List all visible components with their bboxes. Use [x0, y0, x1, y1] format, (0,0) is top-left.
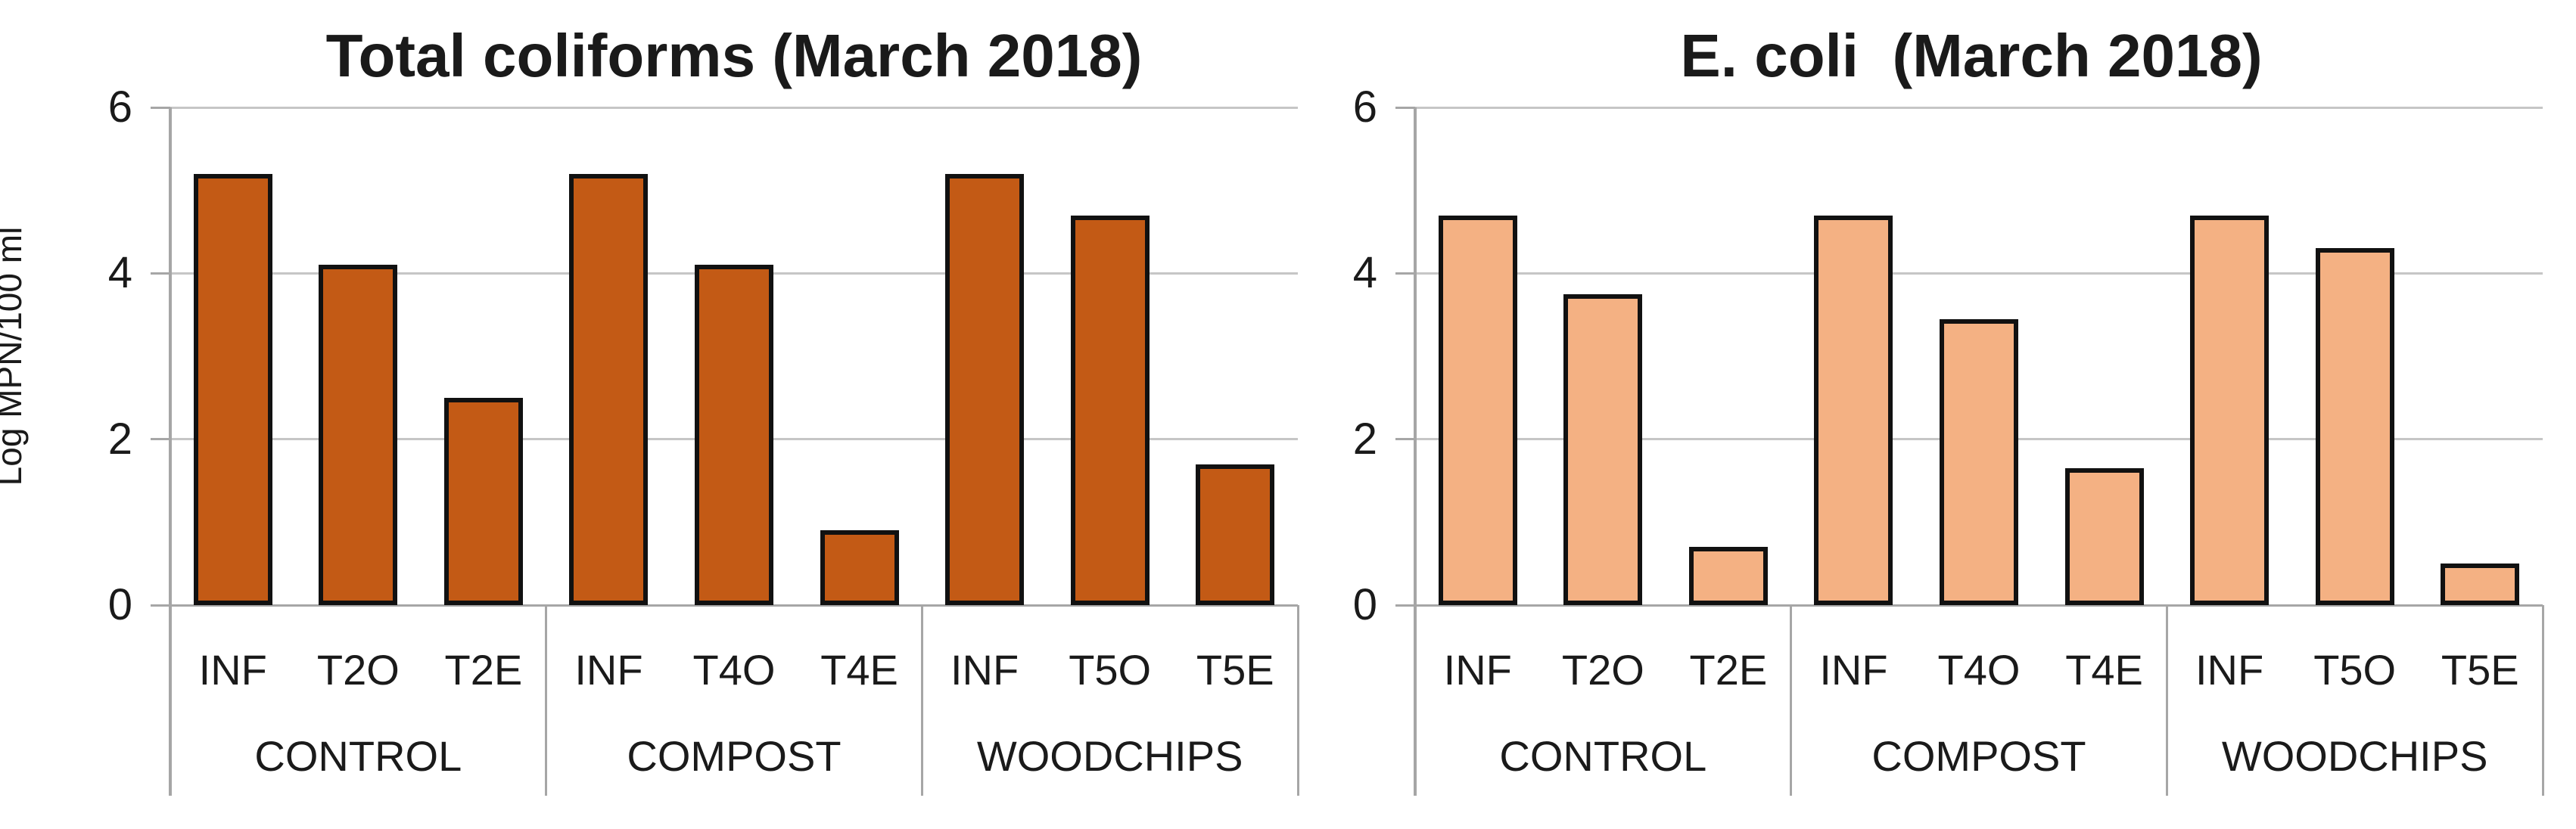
bar-woodchips-t5o	[2315, 248, 2394, 605]
y-tick-6	[151, 106, 170, 109]
category-label-t5e: T5E	[2441, 646, 2519, 694]
bar-woodchips-inf	[945, 173, 1025, 605]
y-tick-label-6: 6	[107, 82, 132, 132]
category-label-t4o: T4O	[1937, 646, 2021, 694]
x-axis-line	[1415, 604, 2543, 607]
y-tick-label-0: 0	[107, 580, 132, 629]
bar-control-t2e	[1688, 547, 1768, 605]
bar-compost-t4e	[820, 530, 899, 605]
bar-woodchips-t5o	[1070, 215, 1150, 605]
bar-woodchips-t5e	[1196, 464, 1275, 605]
category-label-t2o: T2O	[316, 646, 400, 694]
category-label-t2e: T2E	[444, 646, 523, 694]
y-tick-6	[1395, 106, 1415, 109]
y-tick-label-2: 2	[1352, 414, 1377, 464]
bar-compost-t4o	[695, 265, 773, 605]
category-label-t5o: T5O	[2313, 646, 2397, 694]
chart-title: Total coliforms (March 2018)	[325, 22, 1143, 89]
y-tick-4	[151, 272, 170, 275]
category-label-inf: INF	[950, 646, 1019, 694]
bar-compost-t4o	[1940, 318, 2018, 605]
x-axis-line	[170, 604, 1298, 607]
chart-e-coli: E. coli (March 2018) 0 2 4 6 INF T2O T2E CONTRO…	[1317, 0, 2576, 829]
gridline-6	[1415, 106, 2543, 109]
y-tick-0	[1395, 604, 1415, 607]
category-label-t5e: T5E	[1196, 646, 1274, 694]
y-tick-label-2: 2	[107, 414, 132, 464]
category-label-inf: INF	[1443, 646, 1512, 694]
category-label-inf: INF	[2195, 646, 2264, 694]
group-label-control: CONTROL	[1499, 732, 1707, 780]
gridline-4	[1415, 272, 2543, 275]
group-separator-3	[1296, 605, 1299, 796]
y-tick-label-4: 4	[107, 248, 132, 298]
chart-total-coliforms: Total coliforms (March 2018) Log MPN/100…	[0, 22, 1299, 796]
category-label-inf: INF	[198, 646, 267, 694]
category-label-inf: INF	[1819, 646, 1888, 694]
bar-woodchips-t5e	[2441, 564, 2520, 605]
bar-compost-inf	[1814, 215, 1893, 605]
category-label-t2e: T2E	[1689, 646, 1768, 694]
gridline-6	[170, 106, 1298, 109]
bar-control-inf	[193, 173, 272, 605]
category-label-t4e: T4E	[820, 646, 898, 694]
y-tick-4	[1395, 272, 1415, 275]
y-axis-line	[169, 107, 172, 796]
y-axis-title: Log MPN/100 ml	[0, 226, 29, 486]
y-tick-2	[1395, 438, 1415, 441]
category-label-t5o: T5O	[1069, 646, 1152, 694]
category-label-inf: INF	[574, 646, 643, 694]
y-tick-0	[151, 604, 170, 607]
group-label-woodchips: WOODCHIPS	[976, 732, 1243, 780]
category-label-t4e: T4E	[2065, 646, 2143, 694]
category-label-t4o: T4O	[692, 646, 776, 694]
chart-title: E. coli (March 2018)	[1680, 22, 2263, 89]
bar-control-t2e	[443, 397, 523, 605]
group-label-woodchips: WOODCHIPS	[2221, 732, 2488, 780]
group-separator-1	[545, 605, 548, 796]
y-tick-label-4: 4	[1352, 248, 1377, 298]
bar-control-t2o	[319, 265, 398, 605]
y-tick-label-0: 0	[1352, 580, 1377, 629]
group-separator-1	[1790, 605, 1793, 796]
group-separator-3	[2541, 605, 2544, 796]
group-label-control: CONTROL	[254, 732, 462, 780]
bar-control-t2o	[1563, 293, 1643, 605]
bar-woodchips-inf	[2190, 215, 2270, 605]
y-axis-line	[1414, 107, 1417, 796]
bar-compost-t4e	[2064, 468, 2144, 605]
group-separator-2	[920, 605, 923, 796]
bar-compost-inf	[569, 173, 649, 605]
group-label-compost: COMPOST	[627, 732, 842, 780]
category-label-t2o: T2O	[1561, 646, 1644, 694]
bar-control-inf	[1438, 215, 1517, 605]
y-tick-label-6: 6	[1352, 82, 1377, 132]
group-label-compost: COMPOST	[1871, 732, 2086, 780]
y-tick-2	[151, 438, 170, 441]
group-separator-2	[2165, 605, 2168, 796]
